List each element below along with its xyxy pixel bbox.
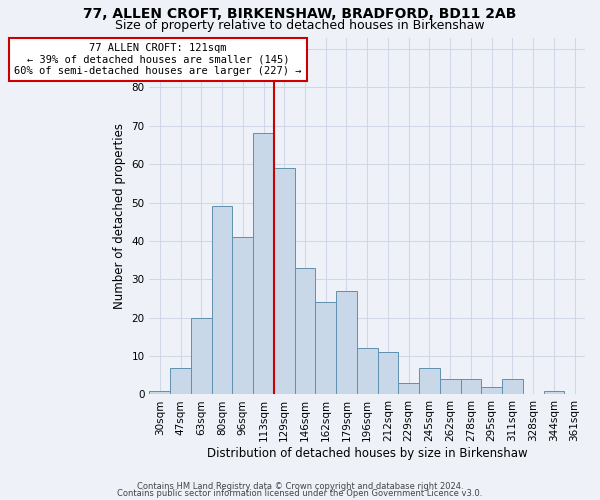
Bar <box>149 390 170 394</box>
Bar <box>377 352 398 395</box>
Bar <box>398 383 419 394</box>
Bar <box>440 379 461 394</box>
Bar <box>461 379 481 394</box>
Bar <box>336 291 357 395</box>
Bar <box>295 268 316 394</box>
Bar <box>481 387 502 394</box>
Text: Contains public sector information licensed under the Open Government Licence v3: Contains public sector information licen… <box>118 489 482 498</box>
Bar <box>419 368 440 394</box>
Bar <box>544 390 564 394</box>
Y-axis label: Number of detached properties: Number of detached properties <box>113 123 126 309</box>
Text: 77, ALLEN CROFT, BIRKENSHAW, BRADFORD, BD11 2AB: 77, ALLEN CROFT, BIRKENSHAW, BRADFORD, B… <box>83 8 517 22</box>
Text: Contains HM Land Registry data © Crown copyright and database right 2024.: Contains HM Land Registry data © Crown c… <box>137 482 463 491</box>
Bar <box>170 368 191 394</box>
Bar <box>316 302 336 394</box>
Bar <box>212 206 232 394</box>
Text: Size of property relative to detached houses in Birkenshaw: Size of property relative to detached ho… <box>115 19 485 32</box>
Bar <box>253 134 274 394</box>
Bar <box>191 318 212 394</box>
Bar <box>232 237 253 394</box>
Text: 77 ALLEN CROFT: 121sqm
← 39% of detached houses are smaller (145)
60% of semi-de: 77 ALLEN CROFT: 121sqm ← 39% of detached… <box>14 43 302 76</box>
Bar <box>357 348 377 395</box>
X-axis label: Distribution of detached houses by size in Birkenshaw: Distribution of detached houses by size … <box>207 447 527 460</box>
Bar <box>502 379 523 394</box>
Bar <box>274 168 295 394</box>
